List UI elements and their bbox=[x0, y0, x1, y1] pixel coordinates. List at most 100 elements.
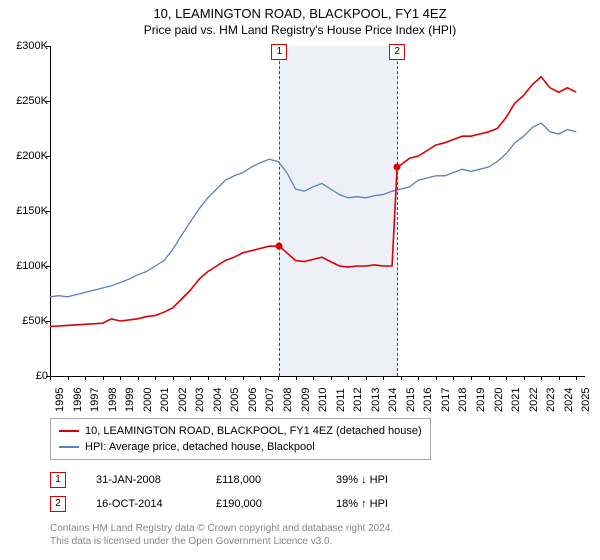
x-tick-mark bbox=[471, 376, 472, 380]
legend-row-2: HPI: Average price, detached house, Blac… bbox=[59, 439, 422, 455]
x-tick-mark bbox=[313, 376, 314, 380]
chart-title: 10, LEAMINGTON ROAD, BLACKPOOL, FY1 4EZ bbox=[0, 0, 600, 21]
series-line-hpi bbox=[50, 123, 576, 297]
x-tick-label: 2011 bbox=[335, 388, 347, 412]
footer-attribution: Contains HM Land Registry data © Crown c… bbox=[50, 522, 585, 548]
x-tick-label: 2019 bbox=[475, 388, 487, 412]
y-tick-label: £150K bbox=[16, 205, 48, 217]
legend-swatch-hpi bbox=[59, 446, 79, 448]
x-tick-label: 2016 bbox=[422, 388, 434, 412]
x-tick-mark bbox=[208, 376, 209, 380]
x-tick-mark bbox=[243, 376, 244, 380]
x-tick-mark bbox=[436, 376, 437, 380]
legend-section: 10, LEAMINGTON ROAD, BLACKPOOL, FY1 4EZ … bbox=[50, 418, 585, 548]
y-tick-label: £50K bbox=[22, 315, 48, 327]
x-tick-mark bbox=[524, 376, 525, 380]
x-tick-label: 2001 bbox=[159, 388, 171, 412]
footer-line-2: This data is licensed under the Open Gov… bbox=[50, 535, 585, 548]
y-tick-label: £250K bbox=[16, 95, 48, 107]
x-tick-mark bbox=[348, 376, 349, 380]
x-tick-mark bbox=[489, 376, 490, 380]
legend-row-1: 10, LEAMINGTON ROAD, BLACKPOOL, FY1 4EZ … bbox=[59, 423, 422, 439]
x-tick-label: 2024 bbox=[563, 388, 575, 412]
x-tick-mark bbox=[190, 376, 191, 380]
x-tick-mark bbox=[120, 376, 121, 380]
event-date-2: 16-OCT-2014 bbox=[96, 498, 186, 510]
series-line-price_paid bbox=[50, 77, 576, 327]
event-badge-2: 2 bbox=[50, 496, 66, 512]
x-tick-label: 2009 bbox=[300, 388, 312, 412]
legend-box: 10, LEAMINGTON ROAD, BLACKPOOL, FY1 4EZ … bbox=[50, 418, 431, 460]
x-tick-label: 2007 bbox=[264, 388, 276, 412]
chart-container: 10, LEAMINGTON ROAD, BLACKPOOL, FY1 4EZ … bbox=[0, 0, 600, 560]
x-tick-mark bbox=[383, 376, 384, 380]
x-tick-label: 2004 bbox=[212, 388, 224, 412]
x-tick-label: 2017 bbox=[440, 388, 452, 412]
x-tick-label: 1995 bbox=[54, 388, 66, 412]
event-row-2: 2 16-OCT-2014 £190,000 18% ↑ HPI bbox=[50, 492, 585, 516]
x-tick-mark bbox=[576, 376, 577, 380]
x-tick-label: 2010 bbox=[317, 388, 329, 412]
event-dot bbox=[394, 164, 401, 171]
x-tick-mark bbox=[103, 376, 104, 380]
event-row-1: 1 31-JAN-2008 £118,000 39% ↓ HPI bbox=[50, 468, 585, 492]
x-tick-mark bbox=[155, 376, 156, 380]
x-tick-label: 2012 bbox=[352, 388, 364, 412]
y-tick-label: £100K bbox=[16, 260, 48, 272]
x-tick-mark bbox=[541, 376, 542, 380]
x-tick-label: 1996 bbox=[72, 388, 84, 412]
x-tick-mark bbox=[85, 376, 86, 380]
x-tick-mark bbox=[260, 376, 261, 380]
x-tick-mark bbox=[138, 376, 139, 380]
x-tick-mark bbox=[296, 376, 297, 380]
x-tick-label: 2020 bbox=[493, 388, 505, 412]
x-tick-label: 2000 bbox=[142, 388, 154, 412]
event-label-box: 2 bbox=[389, 44, 405, 60]
x-tick-label: 2005 bbox=[229, 388, 241, 412]
x-tick-label: 1999 bbox=[124, 388, 136, 412]
x-tick-mark bbox=[506, 376, 507, 380]
x-tick-label: 2018 bbox=[457, 388, 469, 412]
x-tick-label: 2006 bbox=[247, 388, 259, 412]
event-table: 1 31-JAN-2008 £118,000 39% ↓ HPI 2 16-OC… bbox=[50, 468, 585, 516]
chart-subtitle: Price paid vs. HM Land Registry's House … bbox=[0, 21, 600, 41]
event-label-box: 1 bbox=[271, 44, 287, 60]
x-tick-mark bbox=[418, 376, 419, 380]
legend-label-price: 10, LEAMINGTON ROAD, BLACKPOOL, FY1 4EZ … bbox=[85, 423, 422, 439]
legend-swatch-price bbox=[59, 430, 79, 433]
x-tick-label: 2002 bbox=[177, 388, 189, 412]
x-tick-label: 2013 bbox=[370, 388, 382, 412]
x-tick-label: 2015 bbox=[405, 388, 417, 412]
x-tick-label: 2003 bbox=[194, 388, 206, 412]
event-price-2: £190,000 bbox=[216, 498, 306, 510]
x-tick-mark bbox=[173, 376, 174, 380]
legend-label-hpi: HPI: Average price, detached house, Blac… bbox=[85, 439, 315, 455]
x-tick-mark bbox=[278, 376, 279, 380]
footer-line-1: Contains HM Land Registry data © Crown c… bbox=[50, 522, 585, 535]
x-tick-label: 1997 bbox=[89, 388, 101, 412]
event-date-1: 31-JAN-2008 bbox=[96, 474, 186, 486]
x-tick-mark bbox=[453, 376, 454, 380]
event-dot bbox=[276, 243, 283, 250]
x-tick-mark bbox=[366, 376, 367, 380]
x-tick-mark bbox=[401, 376, 402, 380]
x-axis-line bbox=[50, 376, 585, 377]
x-tick-label: 2008 bbox=[282, 388, 294, 412]
x-tick-mark bbox=[68, 376, 69, 380]
y-tick-label: £300K bbox=[16, 40, 48, 52]
x-tick-label: 1998 bbox=[107, 388, 119, 412]
y-tick-label: £200K bbox=[16, 150, 48, 162]
x-tick-mark bbox=[559, 376, 560, 380]
x-tick-label: 2014 bbox=[387, 388, 399, 412]
x-tick-mark bbox=[331, 376, 332, 380]
chart-lines bbox=[50, 46, 585, 376]
x-tick-label: 2023 bbox=[545, 388, 557, 412]
x-tick-mark bbox=[225, 376, 226, 380]
x-tick-label: 2025 bbox=[580, 388, 592, 412]
event-delta-2: 18% ↑ HPI bbox=[336, 498, 426, 510]
x-tick-label: 2021 bbox=[510, 388, 522, 412]
event-price-1: £118,000 bbox=[216, 474, 306, 486]
event-delta-1: 39% ↓ HPI bbox=[336, 474, 426, 486]
x-tick-label: 2022 bbox=[528, 388, 540, 412]
event-badge-1: 1 bbox=[50, 472, 66, 488]
